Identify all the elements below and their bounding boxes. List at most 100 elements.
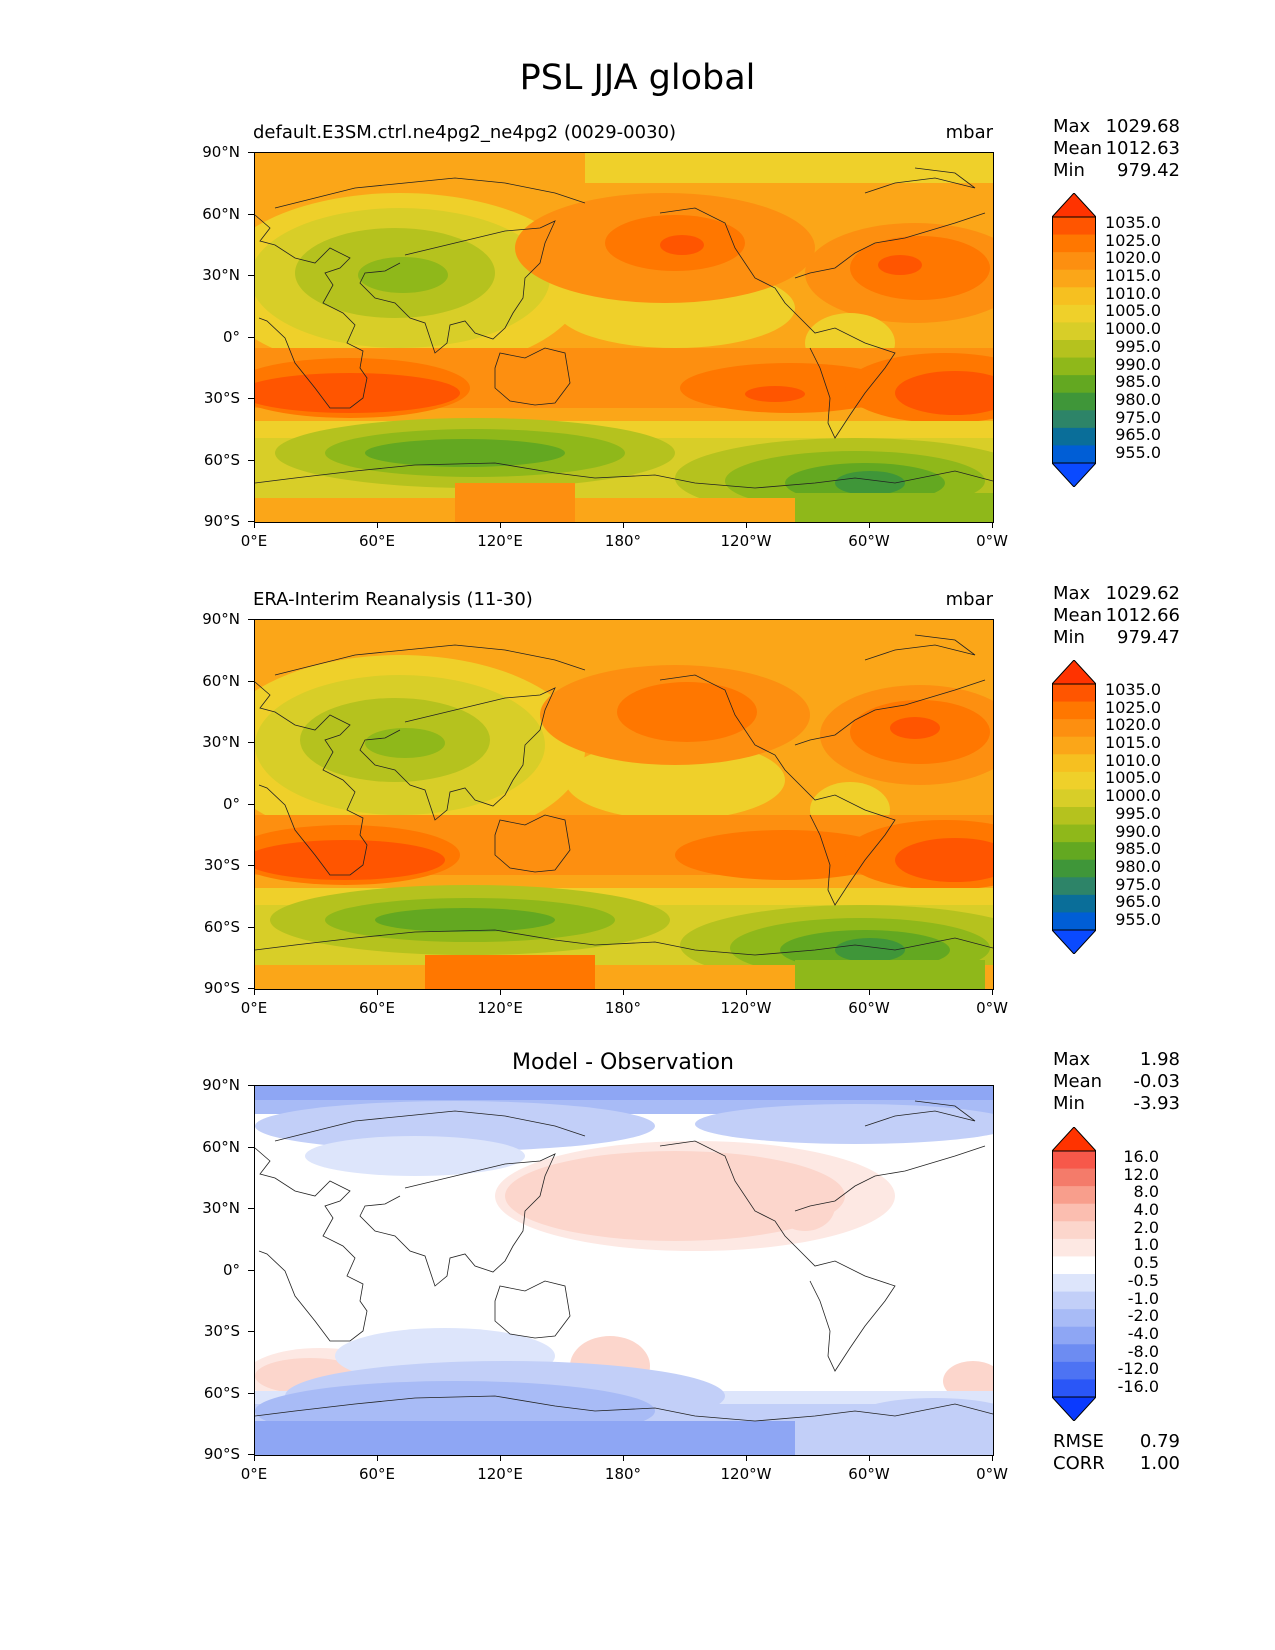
tick-mark	[254, 522, 256, 528]
stats-diff: Max 1.98 Mean -0.03 Min -3.93	[1053, 1049, 1180, 1115]
map-obs-field	[255, 620, 993, 989]
lon-tick: 180°	[604, 1465, 642, 1483]
units-label-model: mbar	[945, 122, 993, 143]
colorbar-swatch	[1052, 684, 1096, 703]
colorbar-extend-max	[1050, 659, 1098, 685]
colorbar-tick-label: 990.0	[1115, 354, 1161, 374]
tick-mark	[248, 398, 254, 400]
colorbar-swatch	[1052, 1221, 1096, 1240]
colorbar-swatch	[1052, 287, 1096, 306]
colorbar-tick-label: 8.0	[1133, 1182, 1159, 1202]
lat-tick: 60°S	[203, 1384, 240, 1402]
tick-mark	[254, 1455, 256, 1461]
lon-tick: 120°E	[477, 532, 523, 550]
colorbar-tick-label: 995.0	[1115, 803, 1161, 823]
coastlines-diff	[255, 1100, 993, 1422]
colorbar-swatch	[1052, 340, 1096, 359]
colorbar-tick-label: -16.0	[1117, 1376, 1159, 1396]
colorbar-tick-label: 1.0	[1133, 1235, 1159, 1255]
stat-value: 1.98	[1139, 1049, 1180, 1070]
colorbar-swatch	[1052, 824, 1096, 843]
stat-value: 979.47	[1117, 627, 1180, 648]
colorbar-swatch	[1052, 754, 1096, 773]
colorbar-tick-label: -2.0	[1127, 1306, 1159, 1326]
lat-tick: 90°N	[202, 610, 240, 628]
colorbar-swatch	[1052, 736, 1096, 755]
colorbar-obs-swatches	[1050, 659, 1098, 955]
colorbar-extend-max	[1050, 192, 1098, 218]
tick-mark	[248, 521, 254, 523]
lon-tick: 0°E	[240, 532, 268, 550]
colorbar-tick-label: 1035.0	[1105, 680, 1161, 699]
colorbar-tick-label: 985.0	[1115, 372, 1161, 392]
lon-tick: 0°E	[240, 999, 268, 1017]
colorbar-tick-label: -12.0	[1117, 1359, 1159, 1379]
colorbar-model-labels: 1035.0 1025.0 1020.0 1015.0 1010.0 1005.0 1000…	[1093, 214, 1161, 462]
stat-value: 1029.68	[1105, 116, 1180, 137]
stat-value: -0.03	[1133, 1071, 1180, 1092]
lon-tick: 180°	[604, 999, 642, 1017]
panel-title-diff: Model - Observation	[512, 1050, 734, 1075]
colorbar-extend-min	[1050, 462, 1098, 488]
colorbar-tick-label: 1005.0	[1105, 768, 1161, 788]
tick-mark	[377, 522, 379, 528]
colorbar-frame	[1052, 683, 1096, 931]
lon-tick: 60°W	[848, 532, 890, 550]
stat-value: -3.93	[1133, 1093, 1180, 1114]
tick-mark	[248, 337, 254, 339]
stat-value: 1029.62	[1105, 583, 1180, 604]
tick-mark	[746, 1455, 748, 1461]
colorbar-swatch	[1052, 410, 1096, 429]
colorbar-swatch	[1052, 912, 1096, 931]
tick-mark	[623, 522, 625, 528]
lat-tick: 90°S	[203, 1445, 240, 1463]
colorbar-swatch	[1052, 234, 1096, 253]
colorbar-swatch	[1052, 719, 1096, 738]
lon-tick: 60°W	[848, 999, 890, 1017]
tick-mark	[254, 989, 256, 995]
stat-key: Min	[1053, 1093, 1085, 1114]
tick-mark	[377, 1455, 379, 1461]
tick-mark	[869, 989, 871, 995]
tick-mark	[248, 1085, 254, 1087]
colorbar-swatch	[1052, 1344, 1096, 1363]
stat-key: Max	[1053, 1049, 1091, 1070]
lat-tick: 60°N	[202, 205, 240, 223]
colorbar-tick-label: 16.0	[1123, 1147, 1159, 1166]
colorbar-tick-label: 1025.0	[1105, 697, 1161, 717]
tick-mark	[500, 522, 502, 528]
tick-mark	[869, 522, 871, 528]
coastline-group-obs	[255, 634, 993, 956]
tick-mark	[248, 865, 254, 867]
metric-key: CORR	[1053, 1453, 1105, 1474]
tick-mark	[248, 619, 254, 621]
colorbar-tick-label: 995.0	[1115, 336, 1161, 356]
colorbar-swatch	[1052, 1309, 1096, 1328]
tick-mark	[746, 522, 748, 528]
stat-value: 1012.63	[1105, 138, 1180, 159]
figure-title: PSL JJA global	[519, 58, 756, 98]
lat-tick: 90°N	[202, 1076, 240, 1094]
lon-tick: 60°E	[358, 1465, 396, 1483]
lat-tick: 30°S	[203, 856, 240, 874]
colorbar-tick-label: 990.0	[1115, 821, 1161, 841]
colorbar-tick-label: 1010.0	[1105, 750, 1161, 770]
metric-value: 0.79	[1139, 1431, 1180, 1452]
tick-mark	[248, 214, 254, 216]
map-diff	[254, 1085, 994, 1456]
colorbar-swatch	[1052, 427, 1096, 446]
colorbar-swatch	[1052, 807, 1096, 826]
colorbar-swatch	[1052, 1291, 1096, 1310]
colorbar-swatch	[1052, 894, 1096, 913]
colorbar-diff-labels: 16.0 12.0 8.0 4.0 2.0 1.0 0.5 -0.5 -1.0 -2.0 -4.0-…	[1105, 1148, 1159, 1396]
colorbar-swatch	[1052, 322, 1096, 341]
colorbar-swatch	[1052, 357, 1096, 376]
lat-tick: 0°	[222, 328, 240, 346]
colorbar-tick-label: -4.0	[1127, 1323, 1159, 1343]
map-diff-field	[255, 1086, 993, 1455]
colorbar-tick-label: 965.0	[1115, 425, 1161, 445]
colorbar-swatch	[1052, 1256, 1096, 1275]
tick-mark	[623, 989, 625, 995]
colorbar-model	[1050, 192, 1098, 488]
colorbar-tick-label: 1015.0	[1105, 266, 1161, 286]
